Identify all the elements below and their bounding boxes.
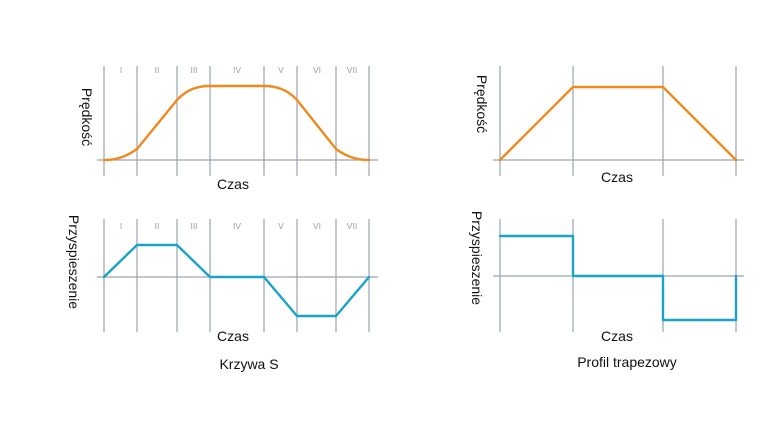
- acceleration-axis-label: Przyspieszenie: [66, 215, 82, 309]
- trapezoid-acceleration-line: [498, 234, 738, 322]
- phase-label: I: [120, 221, 122, 231]
- time-axis-label: Czas: [601, 328, 633, 344]
- phase-label: VI: [313, 221, 321, 231]
- phase-label: III: [190, 65, 197, 75]
- s-curve-acceleration-panel: I II III IV V VI VII Przyspieszenie Czas: [66, 215, 378, 344]
- time-axis-label: Czas: [217, 176, 249, 192]
- phase-label: I: [120, 65, 122, 75]
- s-curve-velocity-line: [102, 84, 371, 162]
- time-axis-label: Czas: [601, 169, 633, 185]
- phase-label: III: [190, 221, 197, 231]
- phase-label: VII: [347, 221, 357, 231]
- phase-label: IV: [233, 65, 241, 75]
- s-curve-velocity-panel: I II III IV V VI VII Prędkość Czas: [79, 65, 378, 192]
- phase-label: IV: [233, 221, 241, 231]
- phase-label: VI: [313, 65, 321, 75]
- acceleration-axis-label: Przyspieszenie: [469, 211, 485, 305]
- velocity-axis-label: Prędkość: [474, 75, 490, 133]
- s-curve-acceleration-line: [102, 243, 371, 318]
- time-axis-label: Czas: [217, 328, 249, 344]
- trapezoid-velocity-panel: Prędkość Czas: [474, 66, 744, 185]
- phase-label: VII: [347, 65, 357, 75]
- phase-label: V: [278, 65, 284, 75]
- phase-label: II: [155, 65, 160, 75]
- trapezoid-acceleration-panel: Przyspieszenie Czas: [469, 211, 744, 344]
- s-curve-caption: Krzywa S: [219, 356, 278, 372]
- phase-label: V: [278, 221, 284, 231]
- phase-label: II: [155, 221, 160, 231]
- trapezoid-velocity-line: [498, 85, 738, 162]
- velocity-axis-label: Prędkość: [79, 88, 95, 146]
- trapezoid-caption: Profil trapezowy: [577, 354, 677, 370]
